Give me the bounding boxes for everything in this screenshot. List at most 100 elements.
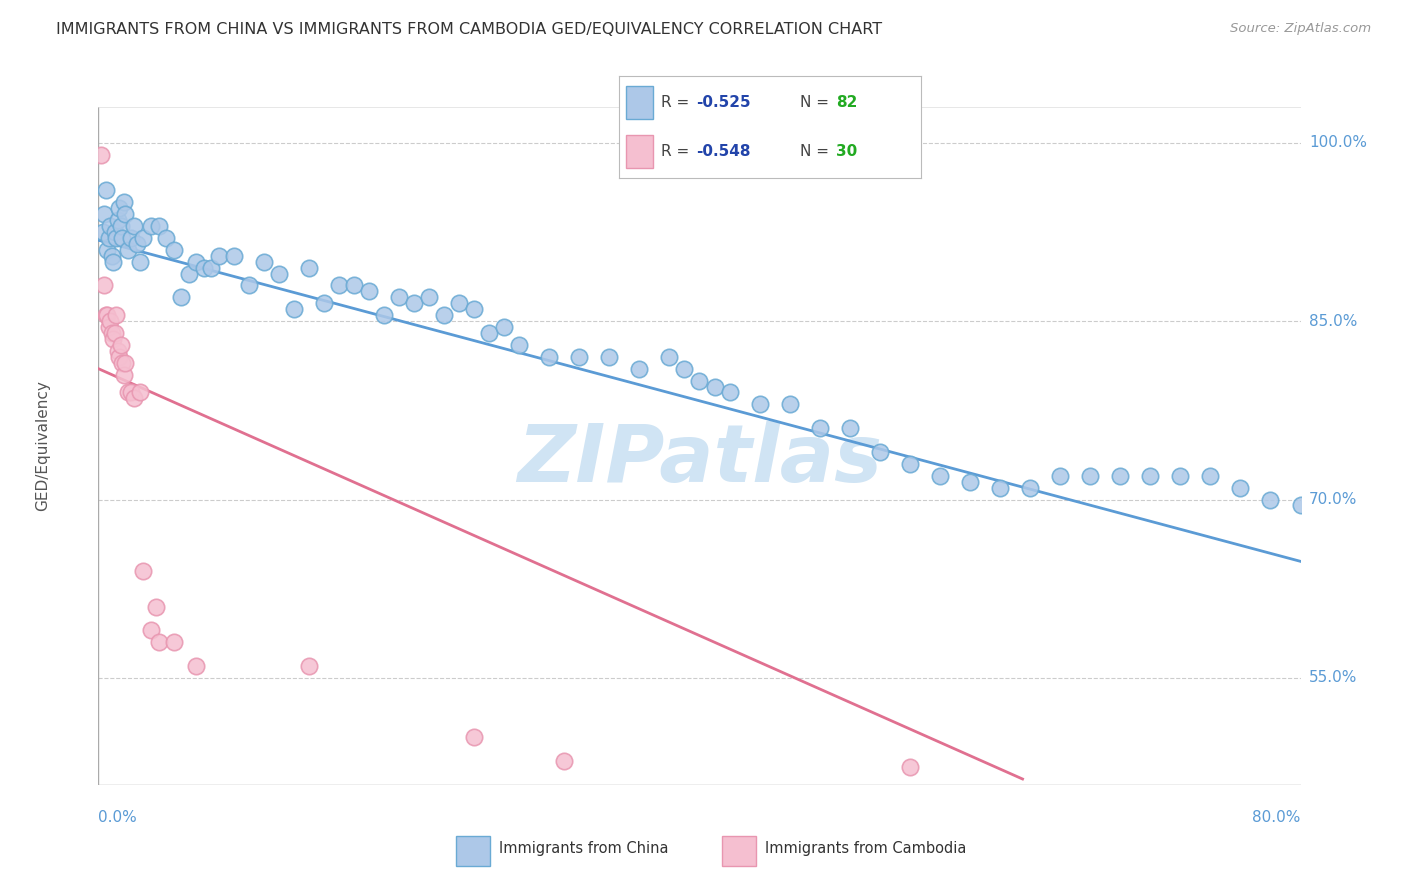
Point bbox=[103, 332, 125, 346]
Point bbox=[253, 254, 276, 268]
Point bbox=[94, 183, 117, 197]
Text: R =: R = bbox=[661, 145, 695, 160]
Point bbox=[114, 207, 136, 221]
Point bbox=[97, 231, 120, 245]
Text: ZIPatlas: ZIPatlas bbox=[517, 420, 882, 499]
Point bbox=[238, 278, 260, 293]
Point bbox=[628, 361, 651, 376]
Text: -0.525: -0.525 bbox=[696, 95, 751, 110]
Point bbox=[748, 397, 770, 411]
Point bbox=[104, 225, 127, 239]
Point bbox=[124, 219, 146, 233]
Point bbox=[112, 368, 135, 382]
Point bbox=[598, 350, 620, 364]
Text: 85.0%: 85.0% bbox=[1309, 314, 1357, 328]
Point bbox=[463, 731, 485, 745]
Point bbox=[494, 320, 516, 334]
Text: 0.0%: 0.0% bbox=[98, 810, 138, 825]
Point bbox=[110, 338, 132, 352]
Point bbox=[177, 267, 200, 281]
Point bbox=[1260, 492, 1282, 507]
Text: Immigrants from China: Immigrants from China bbox=[499, 841, 668, 856]
Point bbox=[222, 249, 245, 263]
Point bbox=[283, 302, 305, 317]
Point bbox=[267, 267, 290, 281]
Point bbox=[96, 243, 118, 257]
Point bbox=[101, 326, 124, 340]
Point bbox=[148, 635, 170, 649]
Point bbox=[433, 308, 456, 322]
Point bbox=[184, 659, 207, 673]
Point bbox=[1139, 468, 1161, 483]
Point bbox=[107, 343, 129, 358]
Point bbox=[898, 760, 921, 774]
Point bbox=[124, 392, 146, 406]
Point bbox=[155, 231, 177, 245]
Point bbox=[121, 385, 143, 400]
Text: 30: 30 bbox=[837, 145, 858, 160]
Point bbox=[779, 397, 801, 411]
Point bbox=[107, 213, 129, 227]
Point bbox=[463, 302, 485, 317]
Point bbox=[193, 260, 215, 275]
Point bbox=[110, 219, 132, 233]
Text: IMMIGRANTS FROM CHINA VS IMMIGRANTS FROM CAMBODIA GED/EQUIVALENCY CORRELATION CH: IMMIGRANTS FROM CHINA VS IMMIGRANTS FROM… bbox=[56, 22, 883, 37]
Point bbox=[478, 326, 501, 340]
Point bbox=[1289, 499, 1312, 513]
Point bbox=[658, 350, 681, 364]
Point bbox=[97, 320, 120, 334]
Text: N =: N = bbox=[800, 95, 834, 110]
Point bbox=[148, 219, 170, 233]
Point bbox=[129, 385, 152, 400]
Point bbox=[1170, 468, 1192, 483]
Point bbox=[121, 231, 143, 245]
Point bbox=[112, 195, 135, 210]
Point bbox=[94, 308, 117, 322]
Point bbox=[91, 225, 114, 239]
Text: 82: 82 bbox=[837, 95, 858, 110]
FancyBboxPatch shape bbox=[626, 136, 654, 168]
Point bbox=[139, 219, 162, 233]
Point bbox=[688, 374, 710, 388]
Point bbox=[117, 385, 139, 400]
Point bbox=[93, 278, 115, 293]
Point bbox=[373, 308, 395, 322]
Text: 55.0%: 55.0% bbox=[1309, 671, 1357, 685]
Point bbox=[1305, 682, 1327, 697]
Text: 80.0%: 80.0% bbox=[1253, 810, 1301, 825]
Point bbox=[96, 308, 118, 322]
Point bbox=[1019, 481, 1042, 495]
Text: N =: N = bbox=[800, 145, 834, 160]
Point bbox=[1319, 504, 1341, 518]
Point bbox=[298, 260, 321, 275]
Point bbox=[673, 361, 696, 376]
Point bbox=[103, 254, 125, 268]
Point bbox=[100, 219, 122, 233]
Text: R =: R = bbox=[661, 95, 695, 110]
Point bbox=[208, 249, 231, 263]
FancyBboxPatch shape bbox=[721, 836, 755, 865]
Point bbox=[111, 356, 134, 370]
Point bbox=[132, 231, 155, 245]
Point bbox=[139, 624, 162, 638]
Text: -0.548: -0.548 bbox=[696, 145, 751, 160]
Point bbox=[132, 564, 155, 578]
Point bbox=[959, 475, 981, 489]
Point bbox=[388, 290, 411, 304]
Point bbox=[127, 236, 149, 251]
Point bbox=[200, 260, 222, 275]
Point bbox=[1049, 468, 1071, 483]
Point bbox=[312, 296, 335, 310]
Point bbox=[553, 754, 575, 768]
Point bbox=[898, 457, 921, 471]
Point bbox=[838, 421, 860, 435]
Point bbox=[508, 338, 530, 352]
Point bbox=[162, 635, 184, 649]
Point bbox=[101, 249, 124, 263]
Point bbox=[117, 243, 139, 257]
Point bbox=[104, 326, 127, 340]
Point bbox=[869, 445, 891, 459]
Point bbox=[703, 379, 725, 393]
Point bbox=[568, 350, 591, 364]
Point bbox=[1109, 468, 1132, 483]
